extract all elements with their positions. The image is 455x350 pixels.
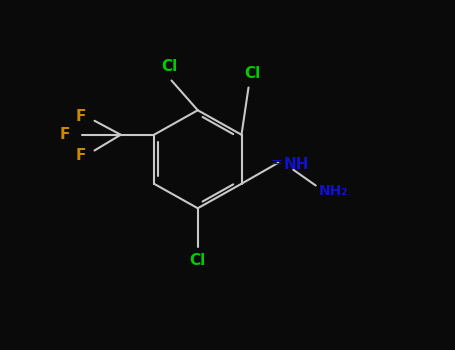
Text: Cl: Cl bbox=[190, 253, 206, 268]
Text: NH: NH bbox=[283, 157, 309, 172]
Text: =: = bbox=[270, 157, 282, 171]
Text: F: F bbox=[60, 127, 70, 142]
Text: F: F bbox=[76, 148, 86, 162]
Text: NH₂: NH₂ bbox=[318, 184, 348, 198]
Text: Cl: Cl bbox=[162, 59, 178, 74]
Text: Cl: Cl bbox=[244, 66, 260, 81]
Text: F: F bbox=[76, 109, 86, 124]
